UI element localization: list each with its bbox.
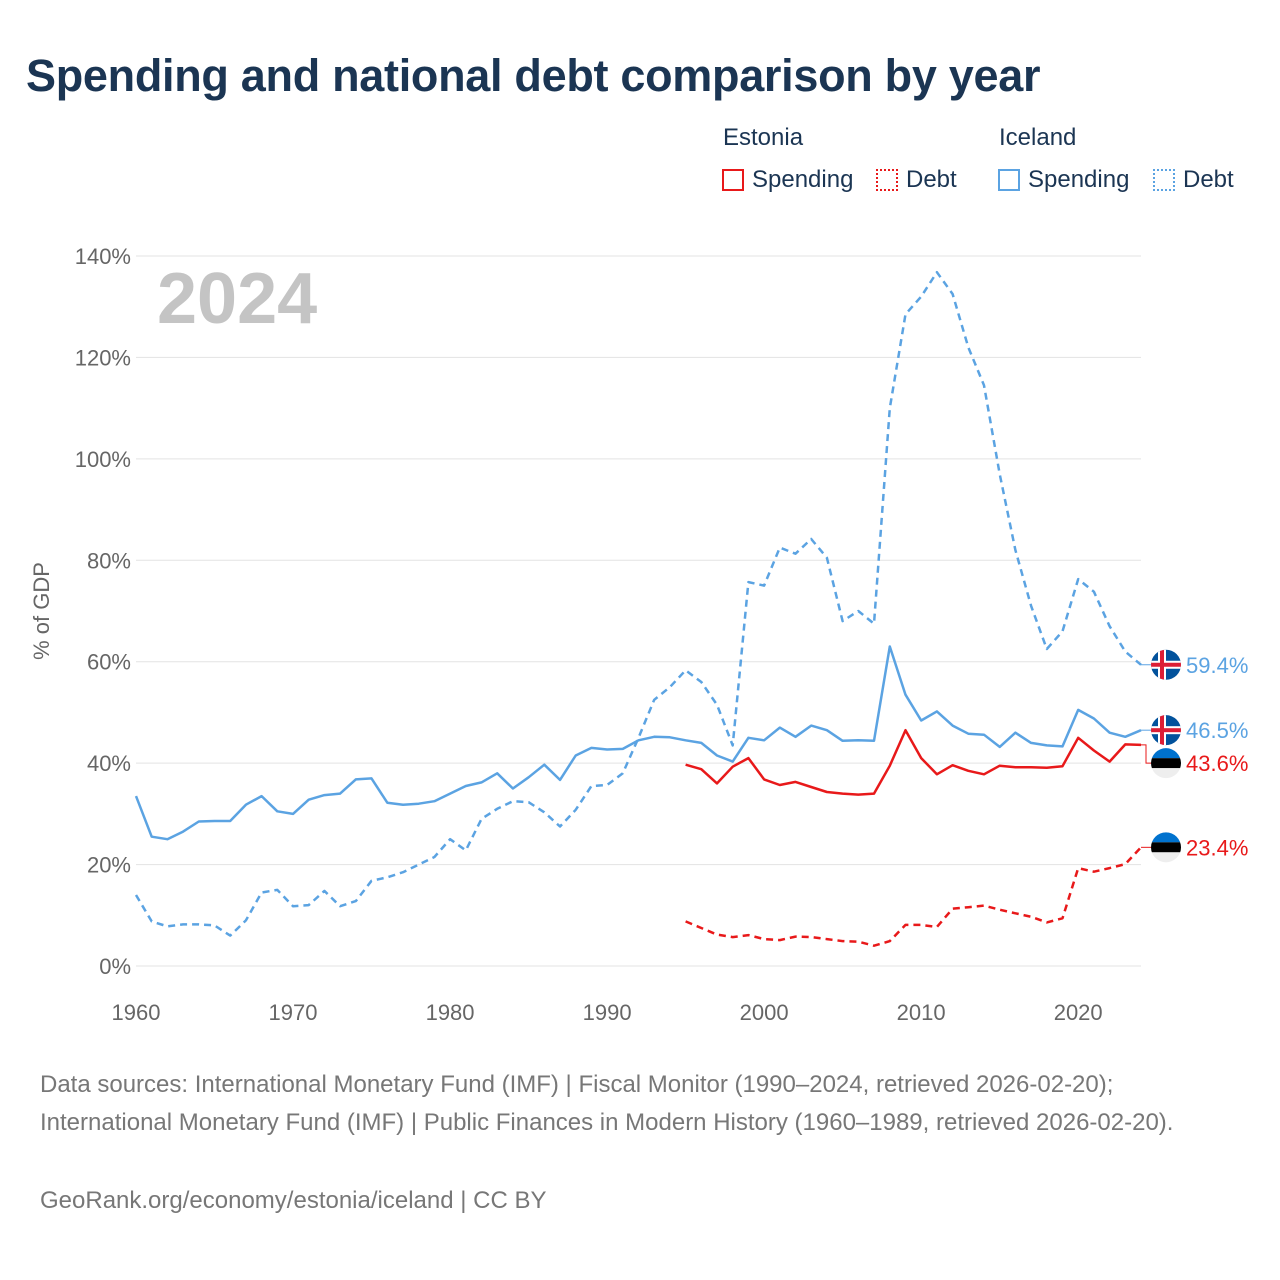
legend-item-estonia-spending[interactable]: Spending [722, 166, 853, 194]
series-lines [134, 270, 1142, 947]
iceland-end-marker: 59.4% [1141, 649, 1248, 680]
y-tick-label: 60% [87, 650, 131, 675]
iceland-flag-icon [1151, 649, 1181, 680]
x-tick-label: 1960 [112, 1000, 161, 1025]
estonia-debt-line [685, 846, 1142, 947]
legend-label: Spending [752, 166, 854, 193]
y-axis-ticks: 0% 20% 40% 60% 80% 100% 120% 140% [75, 244, 131, 979]
line-chart: 2024 0% 20% 40% 60% 80% 100% 120% 140% 1960 1970… [29, 244, 1248, 1025]
legend-item-iceland-debt[interactable]: Debt [1153, 166, 1234, 194]
legend-group-estonia: Estonia [723, 124, 804, 151]
current-year-label: 2024 [157, 259, 317, 339]
end-connector [1141, 744, 1151, 764]
x-axis-ticks: 1960 1970 1980 1990 2000 2010 2020 [112, 1000, 1103, 1025]
x-tick-label: 1980 [426, 1000, 475, 1025]
legend-swatch-dotted-icon [876, 169, 898, 191]
x-tick-label: 1990 [583, 1000, 632, 1025]
x-tick-label: 2020 [1054, 1000, 1103, 1025]
y-tick-label: 80% [87, 548, 131, 573]
legend-label: Debt [906, 166, 957, 193]
y-tick-label: 20% [87, 853, 131, 878]
legend-swatch-dotted-icon [1153, 169, 1175, 191]
end-value-label: 46.5% [1186, 718, 1248, 743]
legend-item-estonia-debt[interactable]: Debt [876, 166, 957, 194]
grid [136, 255, 1141, 967]
estonia-flag-icon [1151, 748, 1181, 779]
y-tick-label: 0% [99, 954, 131, 979]
iceland-debt-line [134, 270, 1142, 937]
estonia-spending-line [685, 728, 1142, 796]
y-tick-label: 140% [75, 244, 131, 269]
estonia-end-marker: 23.4% [1141, 832, 1248, 863]
x-tick-label: 1970 [269, 1000, 318, 1025]
estonia-end-marker: 43.6% [1141, 744, 1248, 779]
iceland-flag-icon [1151, 715, 1181, 746]
y-axis-title: % of GDP [29, 562, 54, 660]
end-labels: 59.4% 46.5% 43.6% 23.4% [1141, 649, 1248, 863]
legend-label: Spending [1028, 166, 1130, 193]
y-tick-label: 100% [75, 447, 131, 472]
estonia-flag-icon [1151, 832, 1181, 863]
iceland-end-marker: 46.5% [1141, 715, 1248, 746]
end-value-label: 59.4% [1186, 653, 1248, 678]
legend-swatch-solid-icon [998, 169, 1020, 191]
end-value-label: 43.6% [1186, 751, 1248, 776]
legend-group-iceland: Iceland [999, 124, 1077, 151]
y-tick-label: 120% [75, 345, 131, 370]
y-tick-label: 40% [87, 751, 131, 776]
legend-label: Debt [1183, 166, 1234, 193]
credit-link[interactable]: GeoRank.org/economy/estonia/iceland | CC… [40, 1187, 547, 1214]
chart-title: Spending and national debt comparison by… [26, 50, 1041, 101]
legend-swatch-solid-icon [722, 169, 744, 191]
legend-item-iceland-spending[interactable]: Spending [998, 166, 1129, 194]
end-value-label: 23.4% [1186, 835, 1248, 860]
data-sources: Data sources: International Monetary Fun… [40, 1071, 1174, 1136]
x-tick-label: 2000 [740, 1000, 789, 1025]
x-tick-label: 2010 [897, 1000, 946, 1025]
iceland-spending-line [134, 645, 1142, 841]
